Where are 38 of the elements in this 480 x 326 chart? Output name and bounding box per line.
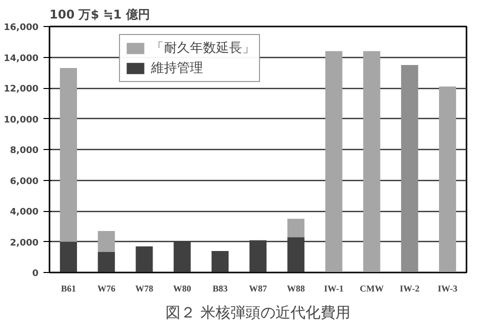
x-tick-label: B61: [60, 284, 76, 294]
y-axis-title: 100 万$ ≒1 億円: [50, 8, 150, 22]
bar: [174, 242, 191, 272]
bar: [363, 51, 380, 272]
bar: [401, 64, 418, 272]
x-tick-label: CMW: [360, 284, 384, 294]
x-tick-label: IW-1: [324, 284, 344, 294]
x-tick-label: B83: [212, 284, 228, 294]
legend-label: 維持管理: [151, 60, 203, 77]
y-tick-label: 12,000: [4, 84, 39, 94]
x-tick-label: W80: [173, 284, 192, 294]
bar: [287, 218, 304, 238]
bar: [60, 242, 77, 272]
bar: [325, 51, 342, 272]
y-tick-label: 4,000: [10, 208, 38, 218]
text: 図２ 米核弾頭の近代化費用: [166, 304, 350, 322]
x-tick-label: W88: [286, 284, 306, 294]
y-tick-label: 8,000: [10, 146, 38, 156]
x-tick-label: IW-2: [400, 284, 420, 294]
y-tick-label: 14,000: [4, 54, 39, 64]
y-tick-label: 0: [32, 269, 39, 279]
x-tick-label: IW-3: [438, 284, 458, 294]
y-tick-label: 10,000: [4, 115, 39, 126]
bar: [439, 86, 456, 272]
bar: [249, 240, 267, 272]
bar: [60, 68, 77, 242]
y-tick-label: 2,000: [10, 238, 38, 248]
bar: [98, 252, 115, 272]
x-tick-label: W76: [97, 284, 116, 294]
legend-label: 「耐久年数延長」: [151, 40, 255, 57]
bar: [136, 246, 153, 272]
x-tick-label: W78: [135, 284, 154, 294]
bar: [287, 237, 304, 272]
y-tick-label: 6,000: [10, 176, 38, 187]
bar: [212, 250, 229, 272]
y-tick-label: 16,000: [4, 23, 39, 33]
x-tick-label: W87: [249, 284, 268, 294]
bar: [98, 230, 115, 252]
